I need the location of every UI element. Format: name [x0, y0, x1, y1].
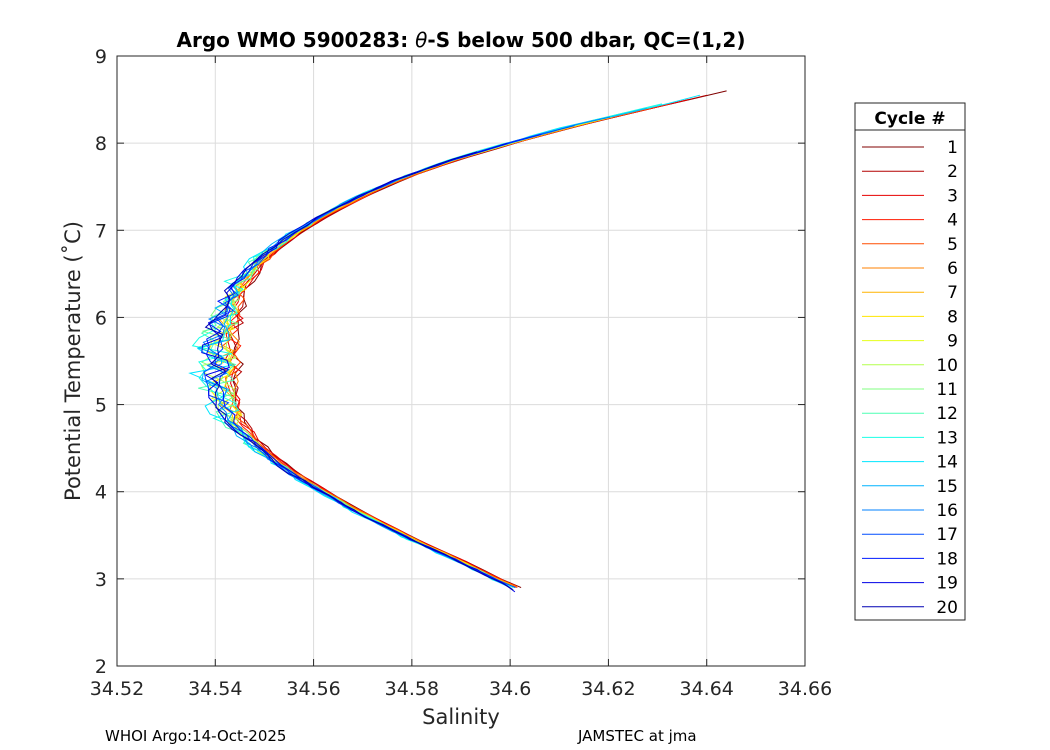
y-axis-label: Potential Temperature (˚C) [61, 221, 85, 501]
y-tick-label: 7 [95, 220, 107, 242]
legend-label-cycle-8: 8 [947, 307, 958, 327]
legend-label-cycle-3: 3 [947, 186, 958, 206]
legend-label-cycle-14: 14 [936, 453, 958, 473]
legend-label-cycle-10: 10 [936, 356, 958, 376]
legend-label-cycle-12: 12 [936, 404, 958, 424]
x-tick-label: 34.6 [489, 678, 531, 700]
y-tick-label: 2 [95, 656, 107, 678]
x-tick-label: 34.58 [385, 678, 439, 700]
x-tick-label: 34.62 [581, 678, 635, 700]
y-tick-label: 9 [95, 46, 107, 68]
footer-left: WHOI Argo:14-Oct-2025 [105, 727, 286, 745]
legend-label-cycle-11: 11 [936, 380, 958, 400]
y-tick-label: 3 [95, 569, 107, 591]
axis-ticks: 34.52 34.54 34.56 34.58 34.6 34.62 34.64 34.66 2… [90, 46, 832, 700]
chart-title: Argo WMO 5900283: θ-S below 500 dbar, QC… [177, 28, 746, 52]
axes-box [116, 55, 806, 667]
legend-label-cycle-18: 18 [936, 549, 958, 569]
legend-label-cycle-19: 19 [936, 574, 958, 594]
series-line-cycle-20 [204, 151, 514, 591]
series-layer [188, 90, 727, 593]
legend-label-cycle-4: 4 [947, 211, 958, 231]
x-tick-label: 34.54 [188, 678, 242, 700]
legend-label-cycle-16: 16 [936, 501, 958, 521]
legend-label-cycle-9: 9 [947, 332, 958, 352]
x-tick-label: 34.56 [286, 678, 340, 700]
legend-label-cycle-17: 17 [936, 525, 958, 545]
x-axis-label: Salinity [422, 705, 500, 729]
y-tick-label: 5 [95, 395, 107, 417]
legend-label-cycle-6: 6 [947, 259, 958, 279]
footer-right: JAMSTEC at jma [577, 727, 697, 745]
y-tick-label: 4 [95, 482, 107, 504]
legend-label-cycle-2: 2 [947, 162, 958, 182]
legend-label-cycle-1: 1 [947, 138, 958, 158]
x-tick-label: 34.52 [90, 678, 144, 700]
x-tick-label: 34.64 [680, 678, 734, 700]
x-tick-label: 34.66 [778, 678, 832, 700]
legend-label-cycle-15: 15 [936, 477, 958, 497]
y-tick-label: 6 [95, 307, 107, 329]
legend-label-cycle-7: 7 [947, 283, 958, 303]
legend-title: Cycle # [874, 109, 945, 129]
y-tick-label: 8 [95, 133, 107, 155]
legend-label-cycle-5: 5 [947, 235, 958, 255]
legend-label-cycle-20: 20 [936, 598, 958, 618]
legend-label-cycle-13: 13 [936, 428, 958, 448]
